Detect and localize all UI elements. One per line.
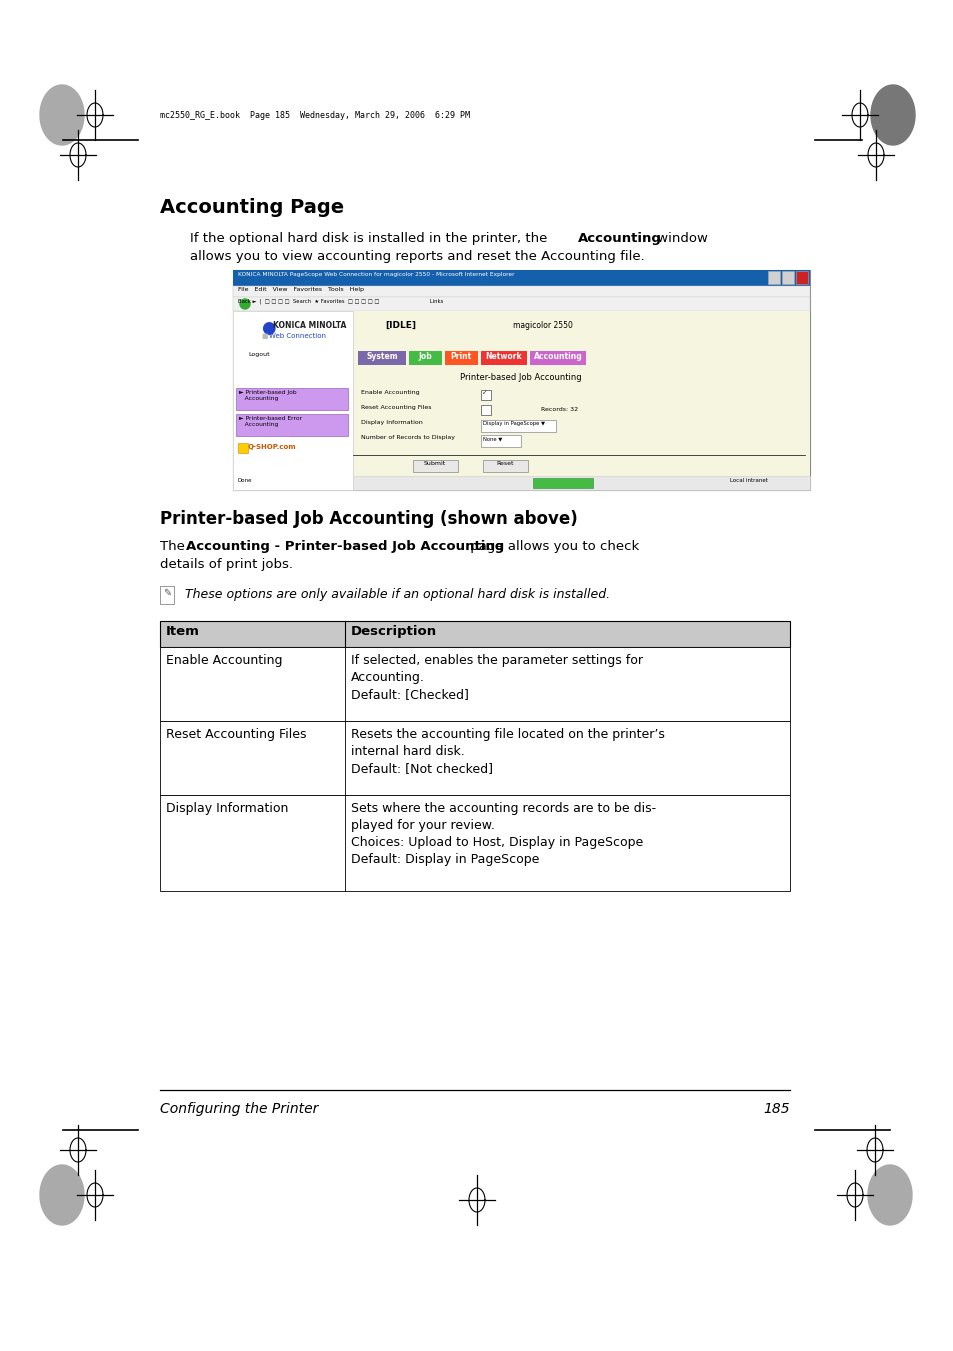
Text: Display in PageScope ▼: Display in PageScope ▼: [482, 422, 544, 426]
Text: details of print jobs.: details of print jobs.: [160, 558, 293, 571]
Text: Accounting.: Accounting.: [351, 671, 424, 684]
Text: ► Printer-based Error
   Accounting: ► Printer-based Error Accounting: [239, 416, 302, 427]
Bar: [233, 297, 809, 311]
Bar: [233, 311, 809, 490]
Bar: [480, 405, 491, 415]
Bar: [413, 459, 457, 471]
Text: If the optional hard disk is installed in the printer, the: If the optional hard disk is installed i…: [190, 232, 551, 245]
Text: mc2550_RG_E.book  Page 185  Wednesday, March 29, 2006  6:29 PM: mc2550_RG_E.book Page 185 Wednesday, Mar…: [160, 111, 470, 119]
Text: Item: Item: [166, 626, 200, 638]
Text: These options are only available if an optional hard disk is installed.: These options are only available if an o…: [185, 588, 610, 601]
Text: page allows you to check: page allows you to check: [465, 540, 639, 553]
Text: Choices: Upload to Host, Display in PageScope: Choices: Upload to Host, Display in Page…: [351, 836, 642, 848]
Bar: [237, 443, 248, 453]
Bar: [357, 351, 406, 365]
Bar: [243, 351, 283, 363]
Text: Submit: Submit: [423, 461, 446, 466]
Text: If selected, enables the parameter settings for: If selected, enables the parameter setti…: [351, 654, 642, 667]
Polygon shape: [40, 1165, 84, 1225]
Bar: [233, 476, 809, 490]
Text: played for your review.: played for your review.: [351, 819, 495, 832]
Text: ●: ●: [261, 319, 275, 336]
Text: Print: Print: [450, 353, 471, 361]
Bar: [233, 311, 353, 490]
Bar: [795, 272, 807, 284]
Text: Sets where the accounting records are to be dis-: Sets where the accounting records are to…: [351, 802, 656, 815]
Bar: [160, 721, 789, 794]
Text: Default: [Checked]: Default: [Checked]: [351, 688, 468, 701]
Text: System: System: [366, 353, 397, 361]
Text: Done: Done: [237, 478, 253, 484]
Text: Q-SHOP.com: Q-SHOP.com: [248, 444, 296, 450]
Text: Display Information: Display Information: [360, 420, 422, 426]
Text: Display Information: Display Information: [166, 802, 288, 815]
Text: Default: Display in PageScope: Default: Display in PageScope: [351, 852, 538, 866]
Bar: [530, 351, 585, 365]
Bar: [444, 351, 477, 365]
Polygon shape: [40, 85, 84, 145]
Text: KONICA MINOLTA: KONICA MINOLTA: [273, 322, 346, 330]
Text: window: window: [652, 232, 707, 245]
Text: Job: Job: [417, 353, 432, 361]
Text: Enable Accounting: Enable Accounting: [360, 390, 419, 394]
Text: Configuring the Printer: Configuring the Printer: [160, 1102, 318, 1116]
Bar: [482, 459, 527, 471]
Text: magicolor 2550: magicolor 2550: [513, 322, 572, 330]
Bar: [409, 351, 441, 365]
Text: Resets the accounting file located on the printer’s: Resets the accounting file located on th…: [351, 728, 664, 740]
Text: Accounting - Printer-based Job Accounting: Accounting - Printer-based Job Accountin…: [186, 540, 504, 553]
Text: Local intranet: Local intranet: [729, 478, 767, 484]
Bar: [160, 647, 789, 721]
Text: ✎: ✎: [163, 588, 171, 598]
Text: Printer-based Job Accounting (shown above): Printer-based Job Accounting (shown abov…: [160, 509, 578, 528]
Text: Number of Records to Display: Number of Records to Display: [360, 435, 455, 440]
Text: Reset Accounting Files: Reset Accounting Files: [166, 728, 306, 740]
Polygon shape: [870, 85, 914, 145]
Text: allows you to view accounting reports and reset the Accounting file.: allows you to view accounting reports an…: [190, 250, 644, 263]
Bar: [533, 478, 593, 488]
Bar: [235, 413, 348, 436]
Text: 185: 185: [762, 1102, 789, 1116]
Text: Description: Description: [351, 626, 436, 638]
Bar: [480, 390, 491, 400]
Bar: [233, 286, 809, 297]
Text: ► Printer-based Job
   Accounting: ► Printer-based Job Accounting: [239, 390, 296, 401]
Text: KONICA MINOLTA PageScope Web Connection for magicolor 2550 - Microsoft Internet : KONICA MINOLTA PageScope Web Connection …: [237, 272, 514, 277]
Text: [IDLE]: [IDLE]: [385, 322, 416, 330]
Bar: [160, 621, 789, 647]
Text: ✓: ✓: [481, 390, 487, 396]
Text: Accounting: Accounting: [533, 353, 581, 361]
Bar: [235, 388, 348, 409]
Text: Default: [Not checked]: Default: [Not checked]: [351, 762, 493, 775]
Text: Accounting: Accounting: [578, 232, 661, 245]
Text: The: The: [160, 540, 189, 553]
Text: Logout: Logout: [248, 353, 270, 357]
Bar: [480, 351, 526, 365]
Text: Web Connection: Web Connection: [269, 332, 326, 339]
Text: Printer-based Job Accounting: Printer-based Job Accounting: [459, 373, 581, 382]
Bar: [160, 586, 173, 604]
Bar: [781, 272, 793, 284]
Bar: [480, 435, 520, 447]
Text: None ▼: None ▼: [482, 436, 501, 440]
Bar: [480, 420, 556, 432]
Text: Network: Network: [485, 353, 521, 361]
Text: Reset: Reset: [496, 461, 514, 466]
Text: internal hard disk.: internal hard disk.: [351, 744, 464, 758]
Bar: [233, 270, 809, 286]
Polygon shape: [240, 299, 250, 309]
Bar: [233, 270, 809, 490]
Text: Records: 32: Records: 32: [540, 407, 578, 412]
Bar: [767, 272, 780, 284]
Text: Back ►  |  □ □ □ □  Search  ★ Favorites  □ □ □ □ □                              : Back ► | □ □ □ □ Search ★ Favorites □ □ …: [237, 299, 443, 304]
Text: Reset Accounting Files: Reset Accounting Files: [360, 405, 431, 409]
Text: ■: ■: [261, 332, 268, 339]
Text: Enable Accounting: Enable Accounting: [166, 654, 282, 667]
Polygon shape: [867, 1165, 911, 1225]
Text: File   Edit   View   Favorites   Tools   Help: File Edit View Favorites Tools Help: [237, 286, 364, 292]
Text: Accounting Page: Accounting Page: [160, 199, 344, 218]
Bar: [160, 794, 789, 892]
